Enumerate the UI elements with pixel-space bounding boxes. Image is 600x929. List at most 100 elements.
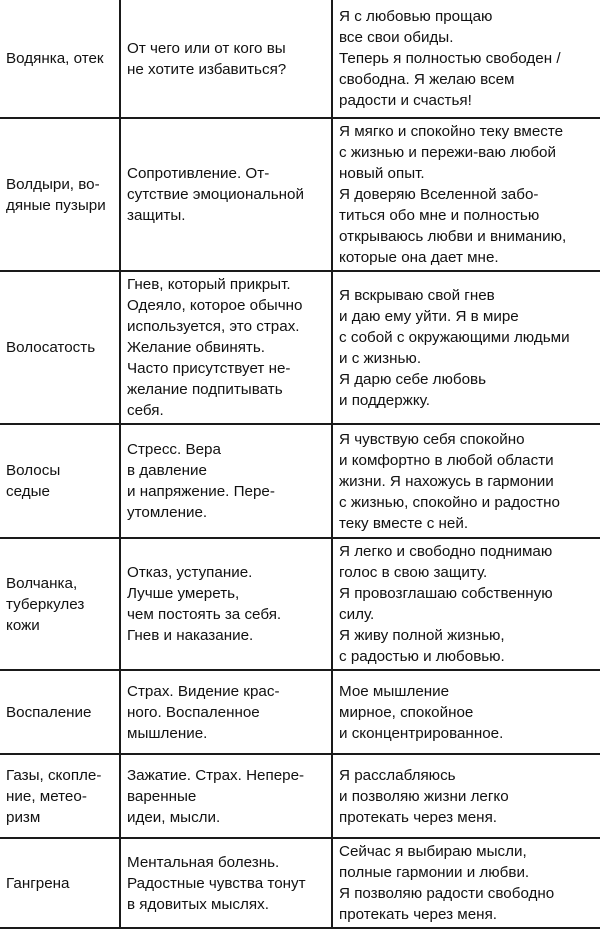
text-line: все свои обиды. [339, 29, 454, 46]
text-line: не хотите избавиться? [127, 60, 287, 78]
cause-cell: Ментальная болезнь. Радостные чувства тон… [119, 837, 333, 929]
text-line: идеи, мысли. [127, 808, 221, 826]
text-line: Я мягко и спокойно теку вместе [339, 123, 564, 140]
text-line: силу. [339, 606, 375, 623]
text-line: свободна. Я желаю всем [339, 71, 515, 88]
table-row: Волчанка, туберкулез кожи Отказ, уступание.… [0, 537, 600, 671]
condition-cell: Волосатость [0, 270, 121, 425]
text-line: Сейчас я выбираю мысли, [339, 843, 527, 860]
text-line: Ментальная болезнь. [127, 853, 280, 871]
condition-cell: Волчанка, туберкулез кожи [0, 537, 121, 671]
text-line: Я легко и свободно поднимаю [339, 543, 553, 560]
text-line: и даю ему уйти. Я в мире [339, 307, 519, 325]
text-line: Я чувствую себя спокойно [339, 430, 525, 448]
text-line: и сконцентрированное. [339, 724, 504, 742]
cause-cell: Отказ, уступание. Лучше умереть, чем посто… [119, 537, 333, 671]
affirmation-cell: Сейчас я выбираю мысли, полные гармонии и… [331, 837, 600, 929]
text-line: Волчанка, [6, 574, 78, 592]
text-line: ного. Воспаленное [127, 703, 260, 721]
text-line: Одеяло, которое обычно [127, 297, 303, 314]
text-line: Волосы [6, 462, 61, 479]
cause-cell: Сопротивление. От-сутствие эмоциональной… [119, 117, 333, 272]
text-line: Воспаление [6, 703, 92, 721]
text-line: От чего или от кого вы [127, 39, 286, 57]
text-line: дяные пузыри [6, 196, 106, 214]
affirmation-cell: Я с любовью прощаю все свои обиды. Теперь … [331, 0, 600, 119]
text-line: протекать через меня. [339, 906, 498, 923]
text-line: Гнев, который прикрыт. [127, 276, 291, 293]
text-line: с собой с окружающими людьми [339, 328, 570, 346]
text-line: Гангрена [6, 874, 70, 892]
condition-cell: Гангрена [0, 837, 121, 929]
text-line: Зажатие. Страх. Непере- [127, 766, 305, 784]
text-line: новый опыт. [339, 165, 425, 182]
text-line: Я доверяю Вселенной забо- [339, 186, 539, 203]
text-line: теку вместе с ней. [339, 514, 469, 532]
text-line: используется, это страх. [127, 318, 300, 335]
text-line: радости и счастья! [339, 92, 472, 109]
text-line: Я дарю себе любовь [339, 370, 486, 388]
condition-cell: Волдыри, во-дяные пузыри [0, 117, 121, 272]
text-line: Теперь я полностью свободен / [339, 50, 561, 67]
text-line: Радостные чувства тонут [127, 874, 306, 892]
text-line: и поддержку. [339, 391, 430, 409]
condition-cell: Газы, скопле-ние, метео-ризм [0, 753, 121, 839]
text-line: Я расслабляюсь [339, 766, 456, 784]
text-line: Я с любовью прощаю [339, 8, 493, 25]
text-line: защиты. [127, 207, 186, 224]
text-line: Желание обвинять. [127, 339, 266, 356]
text-line: Водянка, отек [6, 50, 104, 67]
affirmation-cell: Мое мышление мирное, спокойное и сконцентр… [331, 669, 600, 755]
text-line: Отказ, уступание. [127, 564, 253, 581]
text-line: полные гармонии и любви. [339, 864, 530, 881]
text-line: желание подпитывать [127, 381, 283, 398]
text-line: Стресс. Вера [127, 441, 221, 458]
table-row: Воспаление Страх. Видение крас-ного. Восп… [0, 669, 600, 755]
text-line: жизни. Я нахожусь в гармонии [339, 472, 554, 490]
text-line: седые [6, 483, 50, 500]
table-row: Волосы седые Стресс. Вера в давление и напря… [0, 423, 600, 539]
text-line: Страх. Видение крас- [127, 682, 280, 700]
affirmation-cell: Я расслабляюсь и позволяю жизни легко прот… [331, 753, 600, 839]
text-line: ние, метео- [6, 787, 87, 805]
text-line: с радостью и любовью. [339, 648, 505, 665]
text-line: открываюсь любви и вниманию, [339, 228, 567, 245]
cause-cell: Стресс. Вера в давление и напряжение. Пере… [119, 423, 333, 539]
text-line: Я позволяю радости свободно [339, 885, 555, 902]
text-line: Лучше умереть, [127, 585, 240, 602]
text-line: с жизнью, спокойно и радостно [339, 493, 560, 511]
table-row: Волосатость Гнев, который прикрыт. Одеяло,… [0, 270, 600, 425]
text-line: и напряжение. Пере- [127, 483, 275, 500]
condition-cell: Воспаление [0, 669, 121, 755]
text-line: титься обо мне и полностью [339, 207, 540, 224]
text-line: туберкулез [6, 595, 85, 613]
text-line: Я провозглашаю собственную [339, 585, 553, 602]
affirmation-cell: Я мягко и спокойно теку вместе с жизнью и… [331, 117, 600, 272]
text-line: Газы, скопле- [6, 766, 102, 784]
text-line: которые она дает мне. [339, 249, 499, 266]
text-line: и с жизнью. [339, 349, 422, 367]
text-line: в ядовитых мыслях. [127, 895, 269, 913]
affirmation-cell: Я вскрываю свой гнев и даю ему уйти. Я в … [331, 270, 600, 425]
affirmation-cell: Я легко и свободно поднимаю голос в свою … [331, 537, 600, 671]
text-line: кожи [6, 616, 40, 634]
text-line: утомление. [127, 504, 208, 521]
text-line: и позволяю жизни легко [339, 787, 509, 805]
text-line: Мое мышление [339, 682, 450, 700]
text-line: мышление. [127, 724, 208, 742]
text-line: протекать через меня. [339, 808, 498, 826]
table-row: Волдыри, во-дяные пузыри Сопротивление. О… [0, 117, 600, 272]
text-line: Волосатость [6, 339, 96, 356]
table-row: Гангрена Ментальная болезнь. Радостные чув… [0, 837, 600, 929]
text-line: Волдыри, во- [6, 175, 100, 193]
text-line: Я живу полной жизнью, [339, 627, 505, 644]
text-line: ризм [6, 808, 41, 826]
text-line: Сопротивление. От- [127, 165, 270, 182]
text-line: сутствие эмоциональной [127, 186, 304, 203]
text-line: Гнев и наказание. [127, 627, 254, 644]
cause-cell: Зажатие. Страх. Непере-варенные идеи, мыс… [119, 753, 333, 839]
condition-cell: Волосы седые [0, 423, 121, 539]
condition-cell: Водянка, отек [0, 0, 121, 119]
text-line: голос в свою защиту. [339, 564, 488, 581]
